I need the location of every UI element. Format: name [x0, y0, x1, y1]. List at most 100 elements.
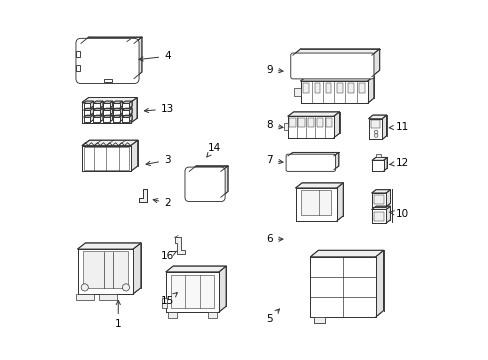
Bar: [76, 294, 94, 300]
Polygon shape: [90, 115, 93, 122]
Polygon shape: [100, 115, 103, 122]
Text: 9: 9: [266, 64, 283, 75]
Polygon shape: [103, 103, 110, 108]
Bar: [171, 275, 214, 308]
Polygon shape: [371, 190, 389, 193]
Bar: [289, 118, 295, 127]
FancyBboxPatch shape: [76, 39, 139, 84]
Circle shape: [373, 130, 377, 134]
Polygon shape: [83, 108, 93, 110]
Bar: [301, 190, 330, 215]
Bar: [76, 51, 80, 57]
FancyBboxPatch shape: [184, 167, 224, 202]
Circle shape: [373, 134, 377, 137]
Polygon shape: [90, 101, 93, 108]
Bar: [162, 298, 166, 309]
Bar: [76, 65, 80, 71]
Text: 11: 11: [388, 122, 408, 132]
Polygon shape: [333, 112, 339, 138]
FancyBboxPatch shape: [290, 53, 373, 79]
Bar: [298, 118, 304, 127]
Polygon shape: [119, 108, 122, 115]
Polygon shape: [336, 183, 343, 221]
Polygon shape: [119, 115, 122, 122]
Polygon shape: [103, 115, 112, 117]
Polygon shape: [310, 250, 383, 257]
Bar: [359, 83, 364, 93]
Polygon shape: [287, 116, 333, 138]
Polygon shape: [300, 76, 373, 81]
Polygon shape: [367, 76, 373, 103]
Bar: [347, 83, 353, 93]
Polygon shape: [129, 101, 132, 108]
Polygon shape: [189, 166, 227, 171]
Polygon shape: [83, 110, 90, 115]
Text: 12: 12: [389, 158, 408, 168]
Polygon shape: [82, 145, 130, 171]
Polygon shape: [103, 101, 112, 103]
Bar: [99, 294, 117, 300]
Polygon shape: [103, 117, 110, 122]
Polygon shape: [122, 117, 129, 122]
Polygon shape: [103, 108, 112, 110]
Polygon shape: [100, 108, 103, 115]
Polygon shape: [134, 37, 142, 78]
Bar: [314, 83, 320, 93]
Polygon shape: [221, 166, 227, 197]
Polygon shape: [333, 152, 338, 170]
Polygon shape: [292, 49, 379, 55]
Polygon shape: [133, 243, 141, 294]
Polygon shape: [371, 210, 386, 223]
Polygon shape: [130, 140, 138, 171]
Text: 7: 7: [266, 155, 283, 165]
Polygon shape: [287, 152, 338, 156]
Bar: [313, 317, 324, 323]
Polygon shape: [103, 110, 110, 115]
Bar: [325, 83, 331, 93]
Bar: [370, 120, 379, 129]
Polygon shape: [371, 206, 389, 210]
Text: 2: 2: [153, 198, 170, 208]
Bar: [325, 118, 332, 127]
Polygon shape: [110, 115, 112, 122]
Text: 5: 5: [266, 309, 279, 324]
Polygon shape: [113, 103, 119, 108]
Text: 15: 15: [161, 293, 177, 306]
Polygon shape: [82, 102, 130, 123]
Polygon shape: [110, 101, 112, 108]
Polygon shape: [122, 103, 129, 108]
Text: 16: 16: [161, 251, 177, 261]
Polygon shape: [165, 272, 219, 312]
Text: 8: 8: [266, 121, 283, 130]
Polygon shape: [300, 81, 367, 103]
Polygon shape: [295, 188, 336, 221]
Text: 6: 6: [266, 234, 283, 244]
Polygon shape: [130, 98, 137, 123]
Polygon shape: [287, 112, 339, 116]
Bar: [373, 195, 383, 204]
Polygon shape: [368, 115, 386, 119]
Bar: [373, 212, 383, 221]
Polygon shape: [122, 101, 132, 103]
Polygon shape: [174, 237, 185, 253]
Text: 1: 1: [115, 300, 122, 329]
FancyBboxPatch shape: [285, 154, 335, 171]
Polygon shape: [371, 49, 379, 77]
Polygon shape: [113, 117, 119, 122]
Polygon shape: [93, 110, 100, 115]
Polygon shape: [83, 101, 93, 103]
Polygon shape: [82, 140, 138, 145]
Polygon shape: [383, 157, 386, 171]
Bar: [316, 118, 323, 127]
Polygon shape: [375, 250, 383, 317]
Bar: [83, 251, 127, 288]
Polygon shape: [93, 108, 103, 110]
Polygon shape: [78, 243, 141, 249]
Circle shape: [122, 284, 129, 291]
Circle shape: [81, 284, 88, 291]
Polygon shape: [122, 110, 129, 115]
Polygon shape: [119, 101, 122, 108]
Bar: [208, 312, 217, 319]
Text: 10: 10: [389, 209, 408, 219]
Bar: [303, 83, 308, 93]
